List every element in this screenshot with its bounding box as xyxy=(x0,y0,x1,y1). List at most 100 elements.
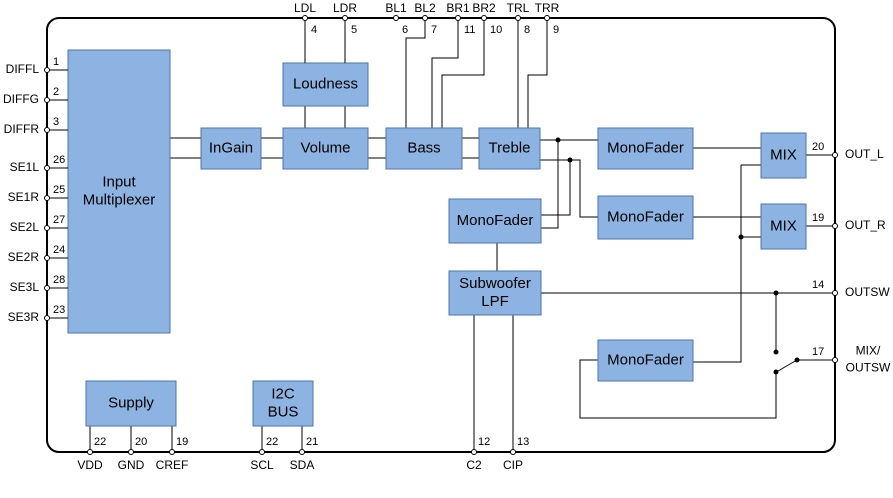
pin-number: 14 xyxy=(812,279,824,291)
pin xyxy=(832,357,838,363)
pin xyxy=(455,15,461,21)
block xyxy=(597,127,694,170)
pin-name: SCL xyxy=(250,458,274,472)
block-label: LPF xyxy=(481,293,509,310)
pin-name: DIFFG xyxy=(3,92,39,106)
pin-number: 23 xyxy=(53,304,65,316)
pin-number: 22 xyxy=(94,436,106,448)
pin-number: 27 xyxy=(53,214,65,226)
pin-number: 25 xyxy=(53,184,65,196)
block xyxy=(282,127,369,170)
block-label: InGain xyxy=(209,139,253,156)
pin xyxy=(302,15,308,21)
pin-name: BR2 xyxy=(472,1,496,15)
pin-name: SE2L xyxy=(10,220,40,234)
pin-name: VDD xyxy=(77,458,103,472)
pin-number: 4 xyxy=(311,24,317,36)
pin-name: DIFFR xyxy=(4,122,40,136)
pin-number: 28 xyxy=(53,274,65,286)
pin xyxy=(44,67,50,73)
pin-number: 3 xyxy=(53,116,59,128)
wires xyxy=(89,18,835,452)
block xyxy=(597,339,694,382)
pin xyxy=(510,449,516,455)
pin xyxy=(44,127,50,133)
pin-number: 12 xyxy=(478,436,490,448)
pin xyxy=(393,15,399,21)
block-label: MIX xyxy=(770,217,797,234)
pin xyxy=(422,15,428,21)
pin-name: MIX/ xyxy=(856,344,881,358)
pin xyxy=(44,97,50,103)
pin-number: 20 xyxy=(135,436,147,448)
pin xyxy=(44,195,50,201)
pin-number: 21 xyxy=(306,436,318,448)
pin-number: 19 xyxy=(176,436,188,448)
block-label: Supply xyxy=(108,394,154,411)
pin xyxy=(259,449,265,455)
pin-number: 20 xyxy=(812,141,824,153)
pin-number: 13 xyxy=(517,436,529,448)
block xyxy=(448,198,542,244)
pin xyxy=(44,165,50,171)
pin-name: DIFFL xyxy=(6,62,40,76)
pin-name: C2 xyxy=(466,458,482,472)
block-label: MonoFader xyxy=(607,208,684,225)
pin xyxy=(44,315,50,321)
block xyxy=(282,62,369,107)
pin-name: OUTSW xyxy=(845,285,890,299)
pin-number: 22 xyxy=(266,436,278,448)
pin xyxy=(832,290,838,296)
pin xyxy=(515,15,521,21)
pin-name: SE1R xyxy=(8,190,40,204)
pin-name: OUT_R xyxy=(845,218,886,232)
block xyxy=(200,127,262,170)
pin-name: SDA xyxy=(290,458,315,472)
block xyxy=(385,127,463,170)
pin-number: 24 xyxy=(53,244,65,256)
block xyxy=(760,132,807,179)
pin xyxy=(44,255,50,261)
block xyxy=(252,380,314,427)
block xyxy=(760,203,807,250)
pin xyxy=(471,449,477,455)
block-label: BUS xyxy=(268,403,299,420)
block-label: Loudness xyxy=(293,75,358,92)
chip-outline xyxy=(46,17,836,453)
pin-number: 7 xyxy=(431,24,437,36)
pin-number: 2 xyxy=(53,86,59,98)
block xyxy=(67,49,171,334)
pin-number: 1 xyxy=(53,56,59,68)
pin-name: OUTSW xyxy=(846,361,891,375)
block-label: Input xyxy=(102,173,136,190)
pin-name: SE3R xyxy=(8,310,40,324)
pin xyxy=(44,285,50,291)
pin-number: 6 xyxy=(402,24,408,36)
pin-number: 5 xyxy=(351,24,357,36)
pin xyxy=(481,15,487,21)
block xyxy=(478,127,541,170)
pin-number: 11 xyxy=(464,24,475,36)
pin-number: 17 xyxy=(812,346,824,358)
pin xyxy=(832,152,838,158)
pin-number: 9 xyxy=(553,24,559,36)
pin-name: TRL xyxy=(507,1,530,15)
block-label: Multiplexer xyxy=(83,191,156,208)
pin xyxy=(87,449,93,455)
block-label: Bass xyxy=(407,139,440,156)
block xyxy=(85,380,177,427)
pin-name: LDR xyxy=(333,1,357,15)
pin-number: 19 xyxy=(812,212,824,224)
block-label: Treble xyxy=(489,139,531,156)
block-label: Volume xyxy=(300,139,350,156)
block-label: MonoFader xyxy=(457,212,534,229)
pin-number: 8 xyxy=(524,24,530,36)
pin-name: SE3L xyxy=(10,280,40,294)
pin-name: CREF xyxy=(156,458,189,472)
block-label: MonoFader xyxy=(607,351,684,368)
block xyxy=(448,270,542,316)
pin-number: 10 xyxy=(490,24,502,36)
block-label: I2C xyxy=(271,385,295,402)
pin-name: BR1 xyxy=(446,1,470,15)
